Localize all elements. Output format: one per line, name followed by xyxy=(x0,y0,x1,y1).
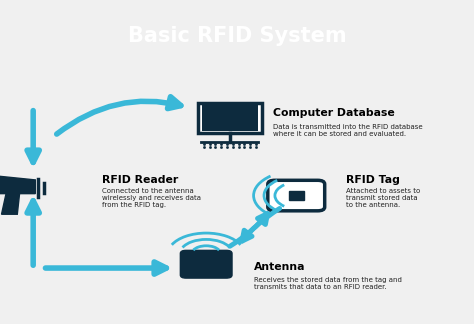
Text: RFID Reader: RFID Reader xyxy=(102,175,178,185)
FancyBboxPatch shape xyxy=(201,105,258,131)
Text: RFID Tag: RFID Tag xyxy=(346,175,400,185)
Text: Computer Database: Computer Database xyxy=(273,108,394,118)
Polygon shape xyxy=(1,194,19,214)
FancyBboxPatch shape xyxy=(180,250,232,278)
Polygon shape xyxy=(0,175,35,194)
FancyBboxPatch shape xyxy=(198,103,262,133)
Text: Attached to assets to
transmit stored data
to the antenna.: Attached to assets to transmit stored da… xyxy=(346,188,420,208)
Text: Basic RFID System: Basic RFID System xyxy=(128,26,346,46)
Text: Antenna: Antenna xyxy=(254,262,305,272)
FancyBboxPatch shape xyxy=(289,191,304,200)
Text: Connected to the antenna
wirelessly and receives data
from the RFID tag.: Connected to the antenna wirelessly and … xyxy=(102,188,201,208)
FancyBboxPatch shape xyxy=(268,180,325,211)
Text: Data is transmitted into the RFID database
where it can be stored and evaluated.: Data is transmitted into the RFID databa… xyxy=(273,124,422,137)
Text: Receives the stored data from the tag and
transmits that data to an RFID reader.: Receives the stored data from the tag an… xyxy=(254,277,401,290)
